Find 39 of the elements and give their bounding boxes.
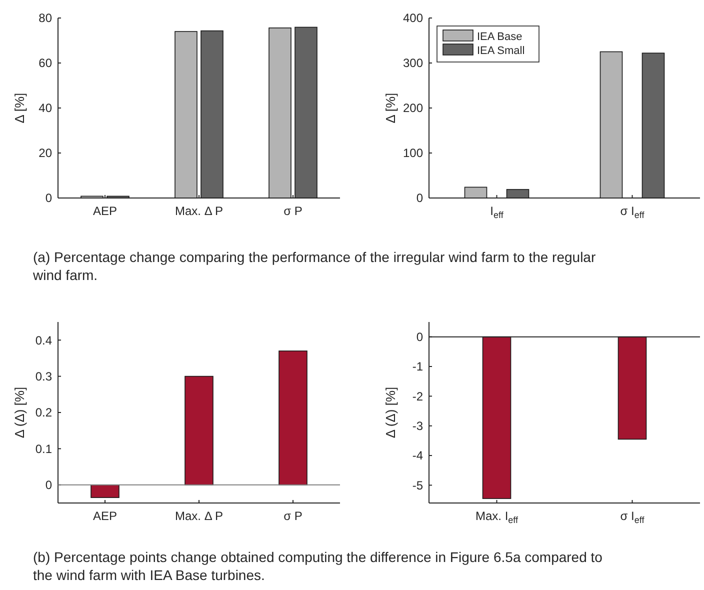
x-tick-label: Max. I$_{eff}$ bbox=[475, 509, 519, 526]
y-tick-label: 80 bbox=[38, 11, 52, 26]
legend-label: IEA Base bbox=[477, 30, 522, 43]
y-tick-label: 0 bbox=[416, 330, 424, 344]
y-tick-label: 0.1 bbox=[35, 442, 52, 456]
y-tick-label: -1 bbox=[412, 360, 424, 374]
y-axis-title: Δ [%] bbox=[383, 92, 398, 124]
y-tick-label: 20 bbox=[38, 146, 52, 160]
text: (a) Percentage change comparing the performance of the irregular wind farm to the regular wind farm. bbox=[32, 249, 596, 283]
y-tick-label: -2 bbox=[412, 389, 424, 404]
y-tick-label: 0 bbox=[416, 191, 424, 206]
y-tick-label: -4 bbox=[412, 448, 424, 463]
y-axis-title: Δ (Δ) [%] bbox=[383, 386, 398, 438]
x-tick-label: AEP bbox=[92, 204, 118, 218]
y-tick-label: 0.3 bbox=[35, 370, 52, 384]
y-tick-label: 300 bbox=[402, 56, 424, 70]
y-tick-label: 400 bbox=[402, 11, 424, 26]
y-tick-label: 0 bbox=[45, 478, 52, 492]
x-tick-label: σ I$_{eff}$ bbox=[620, 204, 645, 220]
x-tick-label: Max. Δ P bbox=[174, 509, 224, 523]
x-tick-label: I$_{eff}$ bbox=[490, 204, 504, 220]
x-tick-label: σ P bbox=[284, 204, 302, 218]
y-axis-title: Δ (Δ) [%] bbox=[12, 386, 27, 438]
y-tick-label: 100 bbox=[402, 146, 424, 160]
y-tick-label: 200 bbox=[402, 101, 424, 116]
y-tick-label: 60 bbox=[38, 56, 52, 70]
y-tick-label: -5 bbox=[412, 478, 424, 492]
x-tick-label: σ I$_{eff}$ bbox=[620, 509, 645, 526]
y-axis-title: Δ [%] bbox=[12, 92, 27, 124]
x-tick-label: AEP bbox=[92, 509, 118, 523]
y-tick-label: -3 bbox=[412, 419, 424, 434]
y-tick-label: 40 bbox=[38, 101, 52, 116]
legend-label: IEA Small bbox=[477, 44, 525, 57]
y-tick-label: 0.4 bbox=[35, 333, 52, 348]
y-tick-label: 0.2 bbox=[35, 406, 52, 420]
text: (b) Percentage points change obtained computing the difference in Figure 6.5a compared to the wind farm with IEA Base turbines. bbox=[33, 549, 603, 583]
x-tick-label: σ P bbox=[284, 509, 302, 523]
x-tick-label: Max. Δ P bbox=[174, 204, 224, 218]
y-tick-label: 0 bbox=[45, 191, 52, 206]
